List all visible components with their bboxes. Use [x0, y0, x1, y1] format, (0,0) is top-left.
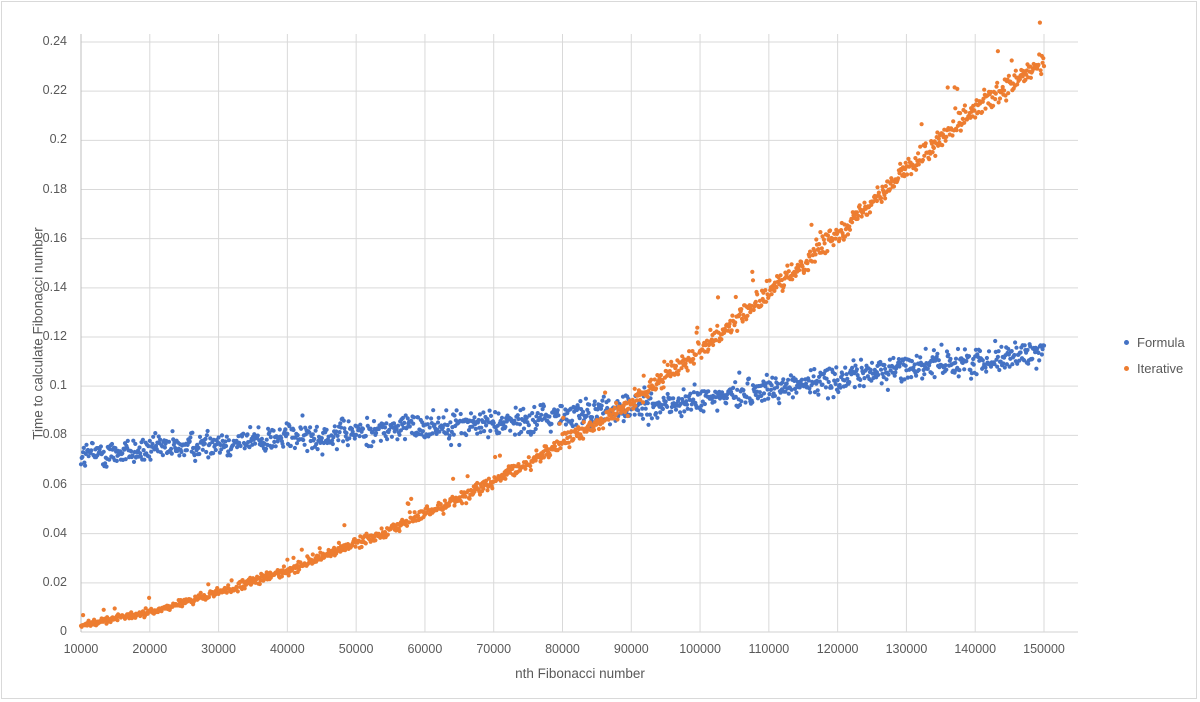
x-tick-label: 110000 [748, 642, 790, 656]
y-tick-label: 0.1 [49, 378, 67, 393]
legend-label: Iterative [1137, 360, 1184, 376]
x-tick-label: 10000 [63, 642, 99, 656]
x-tick-label: 40000 [269, 642, 305, 656]
y-tick-label: 0.18 [42, 181, 67, 196]
y-tick-label: 0.12 [42, 329, 67, 343]
x-tick-label: 80000 [545, 642, 580, 656]
x-tick-label: 120000 [816, 642, 859, 656]
x-tick-label: 50000 [338, 642, 374, 656]
x-tick-label: 100000 [679, 642, 721, 656]
legend-item-formula[interactable]: Formula [1124, 329, 1185, 355]
y-tick-label: 0 [60, 624, 67, 638]
legend-label: Formula [1137, 334, 1185, 350]
x-tick-label: 140000 [954, 642, 997, 656]
x-tick-label: 20000 [132, 642, 168, 656]
y-tick-label: 0.16 [42, 230, 67, 245]
x-tick-label: 60000 [407, 642, 443, 656]
y-tick-label: 0.24 [42, 34, 67, 48]
y-tick-label: 0.06 [42, 476, 67, 491]
x-axis-title: nth Fibonacci number [515, 666, 645, 681]
legend: Formula Iterative [1124, 329, 1185, 381]
x-tick-label: 130000 [885, 642, 928, 656]
series-iterative [78, 20, 1047, 629]
x-tick-label: 150000 [1023, 642, 1065, 656]
x-tick-label: 90000 [613, 642, 649, 656]
y-tick-label: 0.14 [42, 279, 67, 294]
y-tick-label: 0.2 [49, 132, 67, 147]
x-tick-label: 70000 [476, 642, 512, 656]
x-tick-label: 30000 [201, 642, 236, 656]
legend-marker-iterative-icon [1124, 365, 1129, 371]
legend-marker-formula-icon [1124, 339, 1129, 345]
y-tick-label: 0.22 [42, 83, 67, 98]
y-tick-label: 0.08 [42, 427, 67, 442]
y-tick-label: 0.04 [42, 525, 67, 540]
y-tick-label: 0.02 [42, 574, 67, 589]
legend-item-iterative[interactable]: Iterative [1124, 355, 1185, 381]
y-axis-title: Time to calculate Fibonacci number [30, 227, 46, 440]
